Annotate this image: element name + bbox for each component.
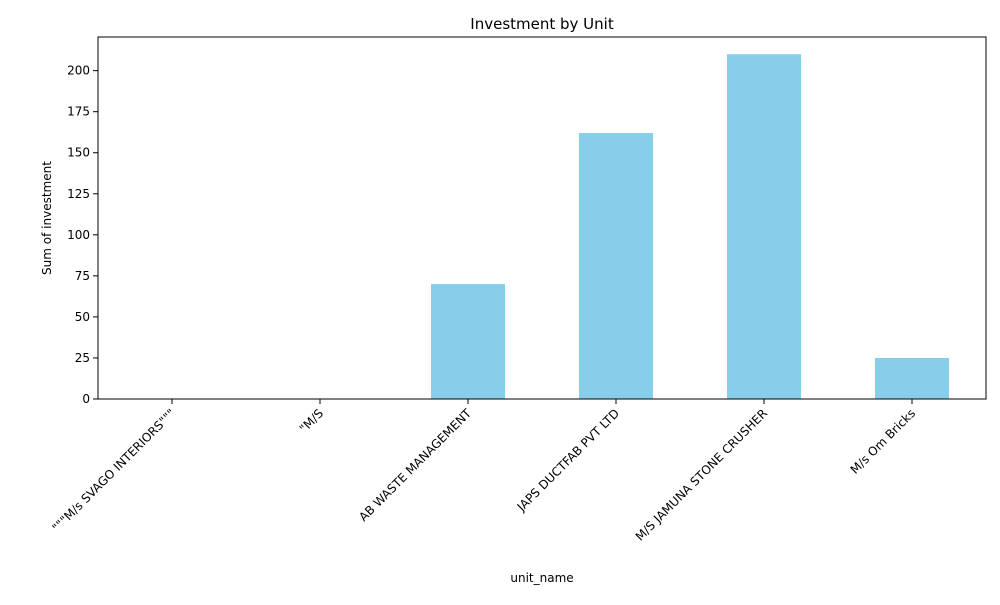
- bars-layer: [431, 54, 949, 399]
- x-tick-label: """M/s SVAGO INTERIORS""": [49, 406, 178, 535]
- bar: [579, 133, 653, 399]
- x-tick-label: AB WASTE MANAGEMENT: [356, 406, 474, 524]
- y-tick-label: 75: [75, 269, 90, 283]
- y-tick-label: 50: [75, 310, 90, 324]
- y-tick-label: 200: [67, 64, 90, 78]
- y-tick-label: 25: [75, 351, 90, 365]
- y-tick-label: 150: [67, 146, 90, 160]
- x-axis-label: unit_name: [510, 571, 573, 585]
- y-axis-label: Sum of investment: [40, 161, 54, 275]
- x-axis: """M/s SVAGO INTERIORS""" "M/S AB WASTE MA…: [49, 399, 918, 544]
- x-tick-label: M/s Om Bricks: [848, 406, 919, 477]
- x-tick-label: "M/S: [297, 406, 326, 435]
- bar: [431, 284, 505, 399]
- bar: [727, 54, 801, 399]
- bar: [875, 357, 949, 399]
- y-tick-label: 0: [82, 392, 90, 406]
- chart-title: Investment by Unit: [470, 15, 614, 33]
- y-tick-label: 175: [67, 105, 90, 119]
- y-tick-label: 100: [67, 228, 90, 242]
- y-axis: 0 25 50 75 100 125 150 175 200: [67, 64, 98, 406]
- x-tick-label: JAPS DUCTFAB PVT LTD: [514, 406, 622, 514]
- plot-frame: [97, 36, 987, 400]
- x-tick-label: M/S JAMUNA STONE CRUSHER: [633, 406, 770, 543]
- y-tick-label: 125: [67, 187, 90, 201]
